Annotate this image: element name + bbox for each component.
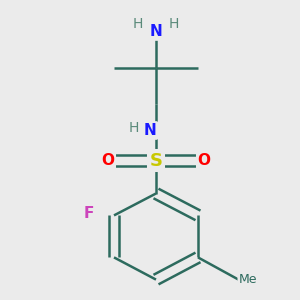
Text: H: H: [128, 121, 139, 135]
Text: O: O: [101, 153, 115, 168]
Text: N: N: [144, 123, 156, 138]
Text: H: H: [133, 17, 143, 31]
Text: F: F: [83, 206, 94, 221]
Text: O: O: [197, 153, 211, 168]
Text: N: N: [150, 24, 162, 39]
Text: H: H: [169, 17, 179, 31]
Text: Me: Me: [238, 273, 257, 286]
Text: S: S: [149, 152, 163, 169]
